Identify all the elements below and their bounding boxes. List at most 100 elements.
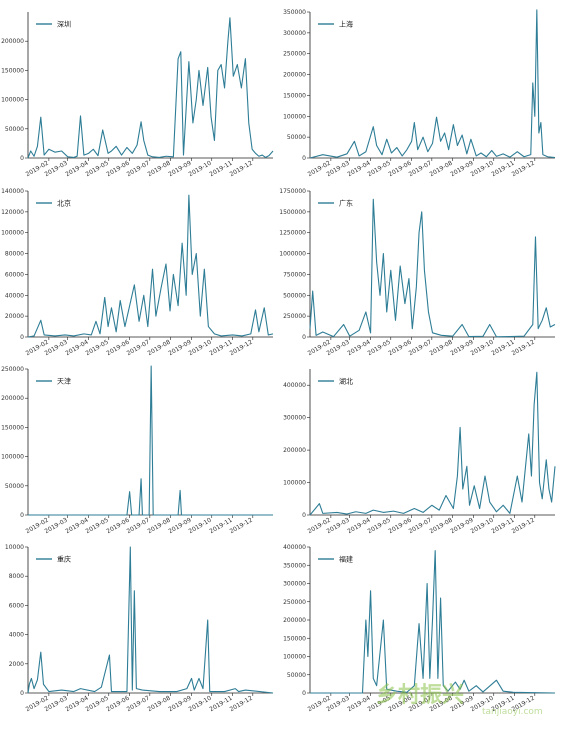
y-tick-label: 50000: [5, 126, 24, 133]
x-tick-label: 2019-05: [85, 517, 110, 536]
y-tick-label: 750000: [283, 271, 306, 278]
x-tick-label: 2019-08: [428, 339, 453, 358]
legend: 天津: [36, 378, 71, 386]
y-tick-label: 120000: [1, 209, 24, 216]
series-line: [309, 371, 556, 516]
y-tick-label: 6000: [9, 602, 24, 609]
y-tick-label: 250000: [1, 366, 24, 373]
series-line: [309, 198, 556, 338]
watermark-main: 乡村振兴: [376, 683, 464, 708]
y-tick-label: 0: [302, 512, 306, 519]
y-tick-label: 350000: [283, 9, 306, 16]
y-tick-label: 150000: [283, 635, 306, 642]
y-tick-label: 100000: [283, 480, 306, 487]
line-chart: 0500001000001500002000002500002019-02201…: [1, 365, 273, 536]
x-tick-label: 2019-12: [511, 160, 536, 179]
line-chart: 01000002000003000004000002019-022019-032…: [283, 369, 556, 536]
y-tick-label: 0: [302, 155, 306, 162]
series-line: [310, 550, 556, 694]
series-line: [27, 17, 274, 159]
y-tick-label: 200000: [283, 72, 306, 79]
chart-panel: 0 250000 500000 750000 1000000 1250000 1500000…: [279, 185, 558, 360]
chart-panel: 0 50000 100000 150000 200000 2019-02 2019-03 20…: [1, 6, 276, 181]
y-tick-label: 60000: [5, 271, 24, 278]
y-tick-label: 140000: [1, 188, 24, 195]
chart-panel: 0 100000 200000 300000 400000 2019-02 2019-03 2…: [283, 363, 558, 538]
x-tick-label: 2019-08: [428, 160, 453, 179]
line-chart: 02000400060008000100002019-022019-032019…: [5, 544, 274, 714]
y-tick-label: 250000: [283, 313, 306, 320]
y-tick-label: 400000: [283, 544, 306, 551]
y-tick-label: 10000: [5, 544, 24, 551]
chart-panel: 0 50000 100000 150000 200000 250000 300000 3500…: [283, 6, 558, 181]
line-chart: 0 50000 100000 150000 200000 250000 300000 3500…: [283, 544, 556, 713]
legend-label: 重庆: [57, 555, 71, 564]
x-tick-label: 2019-05: [85, 339, 110, 358]
y-tick-label: 50000: [5, 483, 24, 490]
legend: 福建: [318, 555, 353, 564]
x-tick-label: 2019-07: [126, 695, 151, 714]
line-chart: 0500001000001500002000002019-022019-0320…: [1, 12, 274, 179]
x-tick-label: 2019-10: [188, 517, 213, 536]
x-tick-label: 2019-07: [126, 517, 151, 536]
x-tick-label: 2019-12: [511, 339, 536, 358]
chart-panel: 0 2000 4000 6000 8000 10000 2019-02 2019-03 2019…: [5, 541, 276, 716]
y-tick-label: 2000: [9, 661, 24, 668]
y-tick-label: 200000: [283, 617, 306, 624]
y-tick-label: 1250000: [279, 230, 306, 237]
legend-label: 福建: [339, 555, 353, 564]
line-chart: 0 250000 500000 750000 1000000 1250000 1500000…: [279, 188, 556, 358]
y-tick-label: 250000: [283, 599, 306, 606]
x-tick-label: 2019-12: [229, 517, 254, 536]
y-tick-label: 20000: [5, 313, 24, 320]
x-tick-label: 2019-05: [85, 695, 110, 714]
line-chart: 0 20000 40000 60000 80000 100000 120000 140000 2…: [1, 188, 274, 358]
series-line: [27, 546, 274, 694]
x-tick-label: 2019-08: [428, 517, 453, 536]
x-tick-label: 2019-05: [367, 160, 392, 179]
y-tick-label: 100000: [1, 230, 24, 237]
legend-label: 湖北: [339, 377, 353, 386]
x-tick-label: 2019-08: [146, 695, 171, 714]
y-tick-label: 100000: [1, 454, 24, 461]
y-tick-label: 200000: [1, 395, 24, 402]
y-tick-label: 1000000: [279, 251, 306, 258]
x-tick-label: 2019-07: [126, 160, 151, 179]
x-tick-label: 2019-08: [146, 160, 171, 179]
y-tick-label: 200000: [283, 447, 306, 454]
y-tick-label: 0: [302, 334, 306, 341]
legend-label: 上海: [339, 20, 353, 29]
y-tick-label: 0: [20, 690, 24, 697]
y-tick-label: 300000: [283, 581, 306, 588]
chart-panel: 0 20000 40000 60000 80000 100000 120000 140000 2…: [1, 185, 276, 360]
y-tick-label: 0: [20, 334, 24, 341]
legend-label: 广东: [339, 199, 353, 208]
y-tick-label: 80000: [5, 251, 24, 258]
x-tick-label: 2019-05: [367, 517, 392, 536]
legend-label: 深圳: [57, 20, 71, 29]
x-tick-label: 2019-10: [188, 160, 213, 179]
x-tick-label: 2019-12: [229, 339, 254, 358]
legend: 广东: [318, 199, 353, 208]
y-tick-label: 4000: [9, 632, 24, 639]
y-tick-label: 150000: [1, 424, 24, 431]
legend: 北京: [36, 199, 71, 208]
line-chart: 0 50000 100000 150000 200000 250000 300000 3500…: [283, 9, 556, 179]
y-tick-label: 0: [302, 690, 306, 697]
x-tick-label: 2019-05: [367, 339, 392, 358]
series-line: [28, 365, 273, 516]
y-tick-label: 300000: [283, 30, 306, 37]
y-tick-label: 100000: [283, 654, 306, 661]
x-tick-label: 2019-08: [146, 517, 171, 536]
x-tick-label: 2019-10: [470, 517, 495, 536]
x-tick-label: 2019-07: [408, 517, 433, 536]
x-tick-label: 2019-07: [408, 339, 433, 358]
x-tick-label: 2019-07: [126, 339, 151, 358]
y-tick-label: 100000: [1, 97, 24, 104]
legend: 上海: [318, 20, 353, 29]
chart-panel: 0 50000 100000 150000 200000 250000 2019-02 201…: [1, 363, 276, 538]
y-tick-label: 200000: [1, 38, 24, 45]
legend-label: 北京: [57, 199, 71, 208]
y-tick-label: 1500000: [279, 209, 306, 216]
